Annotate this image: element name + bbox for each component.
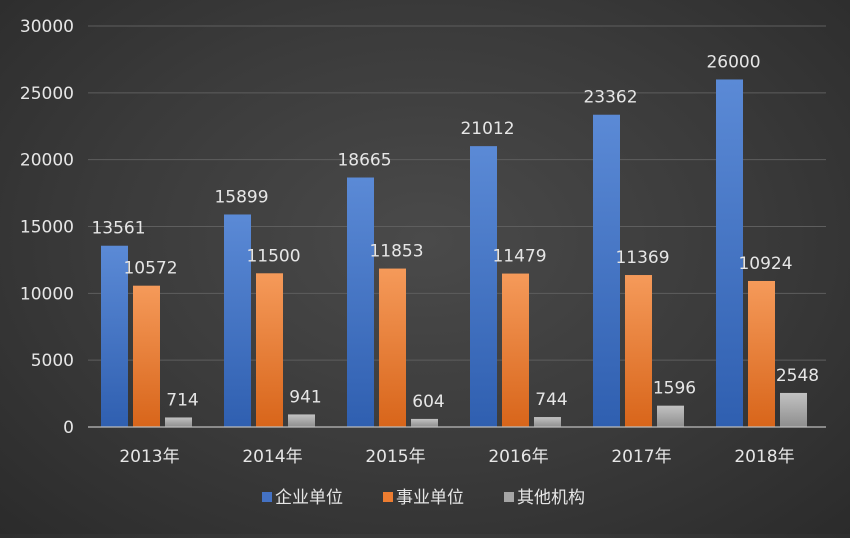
data-label: 13561 — [91, 219, 145, 239]
data-label: 714 — [166, 390, 198, 410]
x-tick-label: 2014年 — [242, 447, 302, 467]
y-tick-label: 30000 — [20, 17, 74, 37]
y-tick-label: 20000 — [20, 151, 74, 171]
bar-2-3 — [379, 268, 406, 427]
x-tick-label: 2017年 — [611, 447, 671, 467]
data-label: 15899 — [214, 187, 268, 207]
data-labels: 13561 10572 714 15899 11500 941 18665 11853 604 2… — [91, 52, 819, 411]
bar-3-3 — [411, 418, 438, 427]
data-label: 11479 — [492, 247, 546, 267]
axes: 0 5000 10000 15000 20000 25000 30000 2013年 2014年… — [20, 17, 826, 467]
gridlines — [88, 25, 826, 361]
bar-1-5 — [593, 114, 620, 427]
data-label: 744 — [535, 390, 567, 410]
data-label: 10924 — [738, 254, 792, 274]
legend-swatch — [504, 492, 514, 502]
bar-3-5 — [657, 405, 684, 427]
bar-3-2 — [288, 414, 315, 427]
y-tick-label: 10000 — [20, 284, 74, 304]
legend-label: 企业单位 — [275, 488, 343, 508]
data-label: 941 — [289, 387, 321, 407]
data-label: 11500 — [246, 246, 300, 266]
data-label: 1596 — [653, 379, 696, 399]
data-label: 21012 — [460, 119, 514, 139]
data-label: 604 — [412, 392, 444, 412]
bar-2-4 — [502, 273, 529, 427]
x-tick-label: 2018年 — [734, 447, 794, 467]
data-label: 11369 — [615, 248, 669, 268]
data-label: 23362 — [583, 88, 637, 108]
bar-2-2 — [256, 273, 283, 427]
bars — [101, 79, 807, 428]
y-tick-label: 25000 — [20, 84, 74, 104]
legend-label: 其他机构 — [517, 488, 585, 508]
data-label: 26000 — [706, 52, 760, 72]
legend-swatch — [383, 492, 393, 502]
bar-1-6 — [716, 79, 743, 427]
data-label: 2548 — [776, 366, 819, 386]
bar-3-1 — [165, 417, 192, 427]
bar-1-1 — [101, 245, 128, 427]
legend-swatch — [262, 492, 272, 502]
bar-2-1 — [133, 285, 160, 427]
bar-1-4 — [470, 146, 497, 428]
legend-label: 事业单位 — [396, 488, 464, 508]
bar-3-6 — [780, 392, 807, 427]
data-label: 11853 — [369, 242, 423, 262]
y-tick-label: 5000 — [31, 351, 74, 371]
data-label: 10572 — [123, 259, 177, 279]
bar-2-5 — [625, 275, 652, 427]
x-tick-label: 2013年 — [119, 447, 179, 467]
legend: 企业单位 事业单位 其他机构 — [262, 488, 585, 508]
bar-1-3 — [347, 177, 374, 427]
y-tick-label: 0 — [63, 418, 74, 438]
bar-2-6 — [748, 280, 775, 427]
data-label: 18665 — [337, 151, 391, 171]
x-tick-label: 2015年 — [365, 447, 425, 467]
bar-1-2 — [224, 214, 251, 427]
bar-3-4 — [534, 417, 561, 427]
x-tick-label: 2016年 — [488, 447, 548, 467]
y-tick-label: 15000 — [20, 218, 74, 238]
